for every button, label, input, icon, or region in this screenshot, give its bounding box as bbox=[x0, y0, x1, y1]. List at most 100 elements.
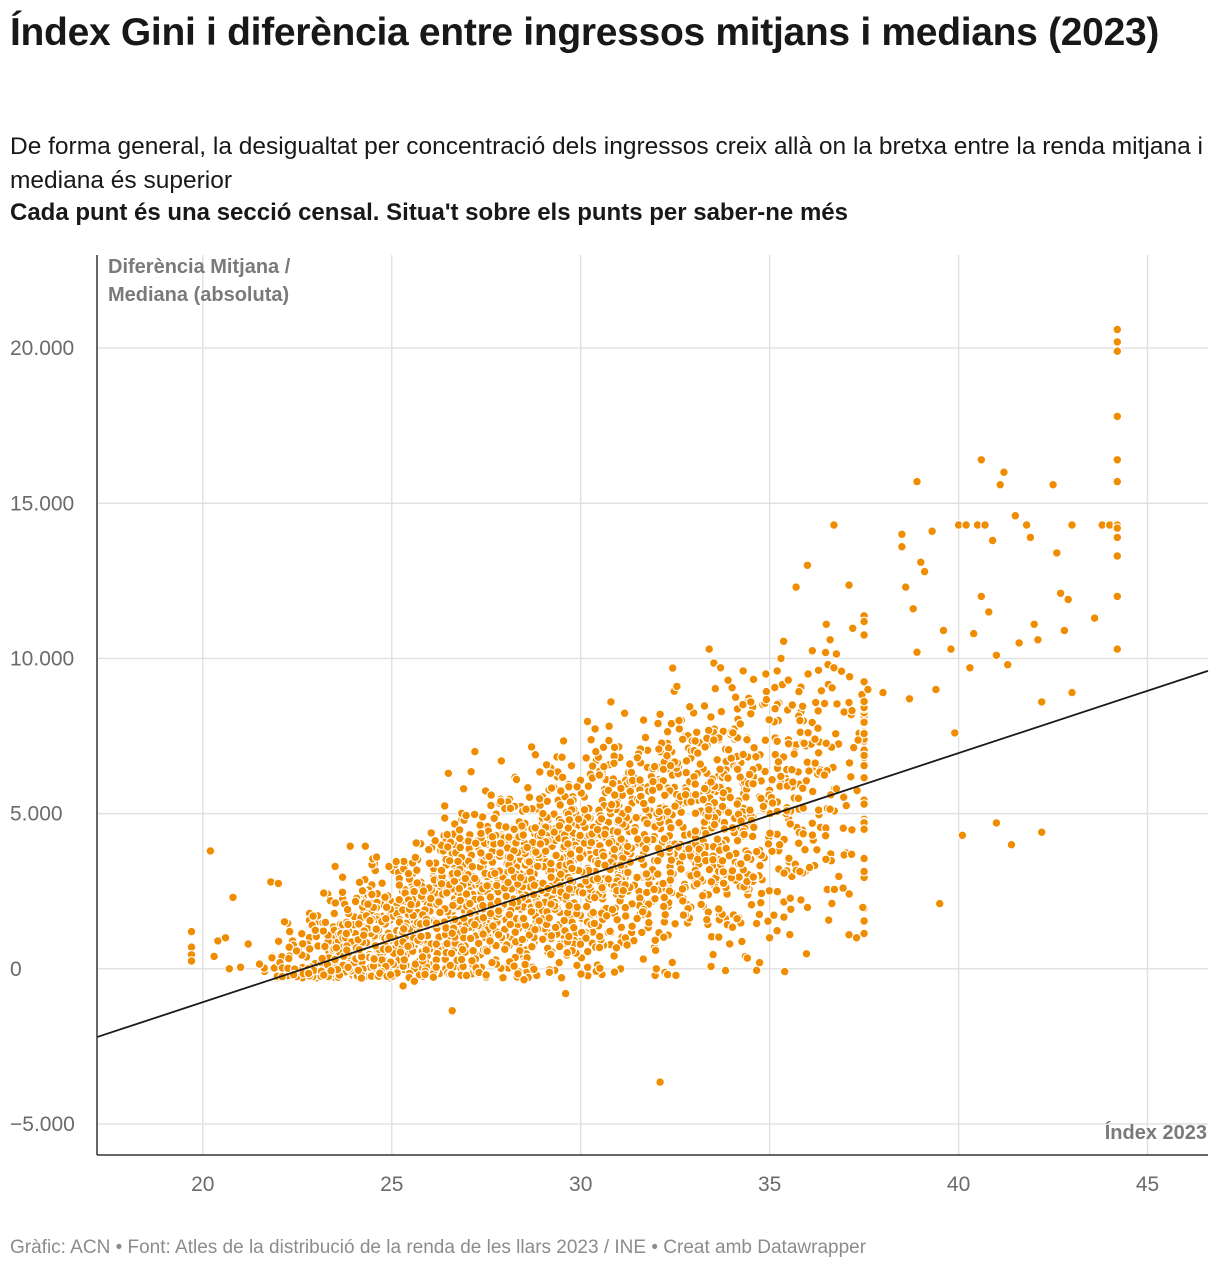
data-point[interactable] bbox=[844, 758, 855, 768]
data-point[interactable] bbox=[754, 909, 765, 920]
data-point[interactable] bbox=[650, 945, 661, 956]
data-point[interactable] bbox=[284, 926, 295, 937]
data-point[interactable] bbox=[726, 753, 737, 764]
data-point[interactable] bbox=[538, 808, 548, 819]
data-point[interactable] bbox=[468, 945, 479, 956]
data-point[interactable] bbox=[590, 724, 600, 734]
data-point[interactable] bbox=[671, 970, 681, 981]
data-point[interactable] bbox=[455, 895, 466, 906]
data-point[interactable] bbox=[760, 766, 770, 777]
data-point[interactable] bbox=[859, 696, 869, 707]
data-point[interactable] bbox=[813, 706, 824, 716]
data-point[interactable] bbox=[626, 767, 637, 778]
data-point[interactable] bbox=[658, 878, 668, 889]
data-point[interactable] bbox=[635, 775, 645, 785]
data-point[interactable] bbox=[995, 479, 1006, 490]
data-point[interactable] bbox=[1029, 619, 1040, 630]
data-point[interactable] bbox=[659, 892, 670, 903]
data-point[interactable] bbox=[412, 878, 423, 888]
data-point[interactable] bbox=[676, 864, 686, 874]
data-point[interactable] bbox=[785, 893, 796, 904]
data-point[interactable] bbox=[371, 852, 382, 862]
data-point[interactable] bbox=[498, 972, 508, 983]
data-point[interactable] bbox=[442, 842, 453, 852]
data-point[interactable] bbox=[665, 760, 676, 771]
data-point[interactable] bbox=[662, 806, 673, 817]
data-point[interactable] bbox=[807, 717, 818, 728]
data-point[interactable] bbox=[576, 969, 586, 979]
data-point[interactable] bbox=[684, 701, 695, 712]
data-point[interactable] bbox=[357, 885, 368, 896]
data-point[interactable] bbox=[767, 798, 778, 808]
data-point[interactable] bbox=[699, 701, 710, 711]
data-point[interactable] bbox=[772, 666, 783, 676]
data-point[interactable] bbox=[444, 855, 455, 866]
data-point[interactable] bbox=[859, 750, 869, 761]
data-point[interactable] bbox=[853, 735, 863, 746]
data-point[interactable] bbox=[670, 801, 680, 812]
data-point[interactable] bbox=[807, 830, 818, 840]
data-point[interactable] bbox=[708, 854, 718, 865]
data-point[interactable] bbox=[455, 842, 466, 853]
data-point[interactable] bbox=[554, 941, 565, 952]
data-point[interactable] bbox=[640, 732, 651, 743]
data-point[interactable] bbox=[506, 865, 517, 876]
data-point[interactable] bbox=[546, 872, 556, 883]
data-point[interactable] bbox=[859, 799, 869, 809]
data-point[interactable] bbox=[555, 786, 566, 796]
data-point[interactable] bbox=[597, 882, 607, 893]
data-point[interactable] bbox=[772, 736, 783, 747]
data-point[interactable] bbox=[439, 801, 450, 811]
data-point[interactable] bbox=[1112, 476, 1123, 487]
data-point[interactable] bbox=[827, 682, 837, 693]
data-point[interactable] bbox=[732, 835, 743, 846]
data-point[interactable] bbox=[801, 948, 812, 959]
data-point[interactable] bbox=[501, 891, 512, 902]
data-point[interactable] bbox=[629, 935, 639, 946]
data-point[interactable] bbox=[703, 725, 714, 736]
data-point[interactable] bbox=[409, 886, 420, 897]
data-point[interactable] bbox=[713, 904, 724, 914]
data-point[interactable] bbox=[785, 904, 796, 915]
data-point[interactable] bbox=[499, 944, 510, 955]
data-point[interactable] bbox=[421, 918, 432, 928]
data-point[interactable] bbox=[367, 889, 377, 900]
data-point[interactable] bbox=[787, 777, 798, 787]
data-point[interactable] bbox=[715, 662, 726, 673]
data-point[interactable] bbox=[409, 976, 420, 987]
data-point[interactable] bbox=[399, 954, 410, 965]
data-point[interactable] bbox=[435, 907, 445, 918]
data-point[interactable] bbox=[395, 947, 406, 957]
data-point[interactable] bbox=[505, 919, 516, 930]
data-point[interactable] bbox=[574, 845, 585, 855]
data-point[interactable] bbox=[320, 941, 330, 952]
data-point[interactable] bbox=[394, 894, 405, 905]
data-point[interactable] bbox=[793, 838, 804, 849]
data-point[interactable] bbox=[662, 726, 673, 737]
data-point[interactable] bbox=[377, 878, 388, 889]
data-point[interactable] bbox=[912, 647, 922, 658]
data-point[interactable] bbox=[772, 925, 782, 936]
data-point[interactable] bbox=[813, 665, 824, 676]
data-point[interactable] bbox=[654, 806, 665, 817]
data-point[interactable] bbox=[742, 852, 753, 863]
data-point[interactable] bbox=[723, 675, 733, 686]
data-point[interactable] bbox=[807, 818, 818, 829]
data-point[interactable] bbox=[572, 902, 583, 912]
data-point[interactable] bbox=[220, 932, 231, 943]
data-point[interactable] bbox=[320, 917, 331, 928]
data-point[interactable] bbox=[555, 800, 566, 810]
data-point[interactable] bbox=[423, 844, 434, 855]
data-point[interactable] bbox=[267, 952, 277, 963]
data-point[interactable] bbox=[667, 663, 678, 674]
data-point[interactable] bbox=[830, 728, 841, 739]
data-point[interactable] bbox=[797, 701, 808, 712]
data-point[interactable] bbox=[847, 824, 857, 835]
data-point[interactable] bbox=[485, 908, 496, 919]
data-point[interactable] bbox=[568, 922, 579, 933]
data-point[interactable] bbox=[816, 685, 827, 696]
data-point[interactable] bbox=[704, 644, 715, 655]
data-point[interactable] bbox=[658, 932, 669, 943]
data-point[interactable] bbox=[749, 742, 759, 753]
data-point[interactable] bbox=[476, 848, 486, 858]
